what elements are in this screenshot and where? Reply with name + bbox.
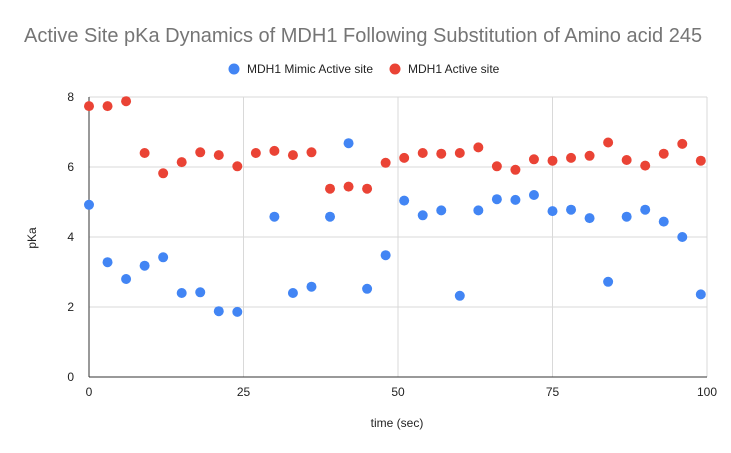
data-point [269,145,280,156]
data-point [528,154,539,165]
data-point [677,138,688,149]
data-point [566,204,577,215]
data-point [399,152,410,163]
legend-marker-active [389,63,401,75]
chart-title: Active Site pKa Dynamics of MDH1 Followi… [24,25,702,47]
x-axis-title: time (sec) [371,416,424,430]
x-tick-label: 50 [391,385,405,399]
data-point [84,199,94,210]
data-point [621,155,632,165]
legend-label-active: MDH1 Active site [408,62,500,76]
data-point [325,183,336,194]
data-point [473,205,484,216]
data-point [343,138,354,149]
data-point [121,274,132,284]
data-point [417,210,428,221]
data-point [566,152,577,163]
data-point [362,283,373,294]
data-point [343,181,354,192]
data-point [695,289,706,300]
data-point [454,290,465,301]
data-point [491,161,502,172]
data-point [436,205,447,216]
data-point [213,306,224,317]
data-point [158,252,169,263]
data-point [287,150,298,161]
x-tick-label: 100 [697,385,717,399]
tick-labels: 0 2 4 6 8 0 25 50 75 100 [67,90,717,399]
data-point [102,257,113,268]
data-point [640,204,651,215]
legend-marker-mimic [228,63,240,75]
data-point [84,101,94,112]
data-point [640,160,651,171]
data-point [380,157,391,168]
data-point [510,164,521,175]
data-point [306,281,317,292]
data-point [695,155,706,166]
data-point [621,211,632,222]
x-tick-label: 0 [86,385,93,399]
y-tick-label: 0 [67,370,74,384]
data-point [658,148,669,159]
data-point [362,183,373,194]
data-point [584,213,595,224]
y-tick-label: 6 [67,160,74,174]
data-point [232,306,243,317]
data-series [84,96,706,317]
data-point [195,287,206,298]
series-active-site [84,96,706,194]
x-tick-label: 25 [237,385,251,399]
data-point [454,148,465,158]
data-point [603,276,614,287]
data-point [176,288,187,298]
data-point [547,206,558,217]
data-point [176,157,187,168]
data-point [528,190,539,200]
data-point [139,148,150,158]
y-axis-title: pKa [25,227,39,249]
y-tick-label: 8 [67,90,74,104]
data-point [102,101,113,112]
grid [89,96,708,377]
data-point [584,150,595,161]
series-mimic-active-site [84,138,706,317]
x-tick-label: 75 [546,385,560,399]
data-point [658,216,669,227]
data-point [436,148,447,159]
data-point [380,250,391,261]
legend-label-mimic: MDH1 Mimic Active site [247,62,373,76]
data-point [603,137,614,148]
axes [88,97,707,378]
data-point [287,288,298,298]
data-point [306,147,317,158]
y-tick-label: 2 [67,300,74,314]
data-point [213,150,224,161]
data-point [232,161,243,172]
data-point [325,211,336,222]
data-point [510,194,521,205]
data-point [677,232,688,242]
data-point [139,260,150,271]
legend: MDH1 Mimic Active site MDH1 Active site [228,62,500,76]
data-point [195,147,206,158]
data-point [158,168,169,179]
y-tick-label: 4 [67,230,74,244]
data-point [269,211,280,222]
data-point [417,148,428,158]
data-point [547,155,558,166]
data-point [121,96,132,107]
data-point [491,194,502,205]
data-point [473,142,484,153]
data-point [250,148,261,158]
data-point [399,195,410,206]
